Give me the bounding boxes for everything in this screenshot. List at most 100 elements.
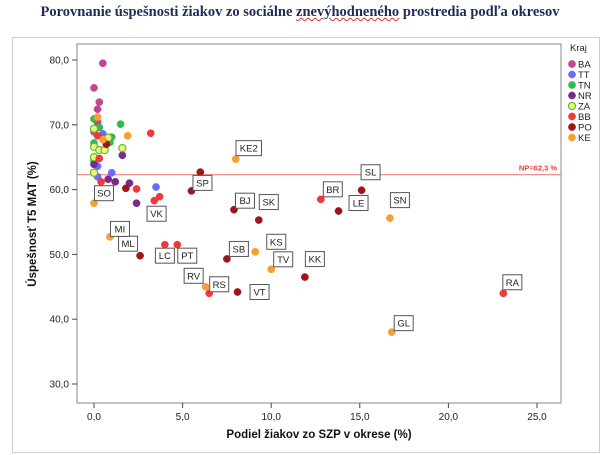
data-point-ba xyxy=(93,105,102,114)
data-point-nr xyxy=(104,175,113,184)
plot-area xyxy=(76,43,562,404)
title-part-spellcheck: znevýhodneného xyxy=(296,4,400,20)
point-label: TV xyxy=(277,255,290,266)
data-point-ke xyxy=(99,135,107,144)
data-point-ke xyxy=(201,282,210,291)
data-point-po xyxy=(254,216,263,224)
x-axis-title: Podiel žiakov zo SZP v okrese (%) xyxy=(226,429,411,441)
y-tick-label: 30,0 xyxy=(50,380,70,391)
point-label-box xyxy=(258,194,279,211)
legend-marker-ke xyxy=(568,133,576,142)
data-point-po xyxy=(136,251,144,260)
legend-marker-ba xyxy=(568,60,576,68)
point-label: KE2 xyxy=(240,144,258,155)
title-part: prostredia podľa okresov xyxy=(399,4,560,20)
point-label: SO xyxy=(97,189,111,200)
data-point-bb xyxy=(97,177,105,186)
reference-line-label: NP=62,3 % xyxy=(519,164,557,173)
point-label-box xyxy=(109,220,130,237)
data-point-bb xyxy=(155,192,164,201)
point-label-box xyxy=(177,247,198,264)
legend-label-ke: KE xyxy=(578,133,591,144)
data-point-ke xyxy=(267,265,276,274)
point-label: KS xyxy=(270,237,283,248)
data-point-bb xyxy=(132,185,141,193)
data-point-ke xyxy=(387,328,396,337)
data-point-ke xyxy=(251,247,260,256)
point-label: ML xyxy=(121,239,134,250)
legend-title: Kraj xyxy=(570,43,587,54)
data-point-tt xyxy=(107,168,116,177)
data-point-po xyxy=(223,255,231,263)
legend-label-tn: TN xyxy=(578,81,591,92)
data-point-za xyxy=(89,168,99,177)
point-label-box xyxy=(389,192,410,209)
legend-label-bb: BB xyxy=(578,112,591,123)
data-point-po xyxy=(122,184,130,193)
y-tick-label: 70,0 xyxy=(50,120,70,131)
data-point-za xyxy=(89,124,99,133)
data-point-ke xyxy=(386,214,394,222)
data-point-nr xyxy=(118,151,127,160)
data-point-bb xyxy=(499,289,508,298)
point-label: RA xyxy=(506,278,520,289)
point-label-box xyxy=(266,233,287,250)
data-point-tn xyxy=(116,120,125,129)
x-tick-label: 25,0 xyxy=(527,412,547,423)
data-point-po xyxy=(301,273,309,281)
point-label: LC xyxy=(159,251,171,262)
data-point-po xyxy=(196,168,205,176)
data-point-ba xyxy=(99,59,107,68)
data-point-ba xyxy=(90,84,98,92)
y-tick-label: 40,0 xyxy=(50,315,70,326)
data-point-za xyxy=(118,143,127,153)
data-point-po xyxy=(357,186,366,195)
legend-marker-tn xyxy=(568,81,576,89)
data-point-bb xyxy=(95,154,104,163)
data-point-nr xyxy=(90,160,98,169)
point-label: SL xyxy=(365,168,377,179)
legend-marker-po xyxy=(568,123,576,131)
point-label-box xyxy=(154,247,175,264)
legend-label-za: ZA xyxy=(578,102,591,113)
point-label: VT xyxy=(253,287,265,298)
data-point-bb xyxy=(316,195,325,204)
legend-marker-bb xyxy=(568,112,576,121)
data-point-nr xyxy=(111,177,120,186)
point-label: KK xyxy=(309,255,322,266)
legend-marker-za xyxy=(567,101,577,111)
point-label-box xyxy=(249,283,270,300)
point-label-box xyxy=(393,315,414,332)
point-label-box xyxy=(360,164,381,181)
x-tick-label: 5,0 xyxy=(176,412,190,423)
point-label-box xyxy=(348,194,369,211)
legend-label-tt: TT xyxy=(578,70,590,81)
point-label: BJ xyxy=(239,196,250,207)
point-label: SB xyxy=(233,244,246,255)
point-label: LE xyxy=(353,198,365,209)
title-part: Porovnanie úspešnosti žiakov zo sociálne xyxy=(40,4,297,20)
chart-title: Porovnanie úspešnosti žiakov zo sociálne… xyxy=(0,4,600,21)
legend-label-nr: NR xyxy=(578,91,592,102)
y-axis-title: Úspešnosť T5 MAT (%) xyxy=(26,161,39,287)
point-label-box xyxy=(94,185,114,202)
point-label: MI xyxy=(115,224,126,235)
point-label: VK xyxy=(150,209,163,220)
legend-label-po: PO xyxy=(578,123,592,134)
point-label-box xyxy=(322,181,343,198)
point-label-box xyxy=(183,267,204,284)
point-label: SN xyxy=(393,196,406,207)
point-label: RV xyxy=(187,271,201,282)
point-label-box xyxy=(146,205,167,222)
data-point-po xyxy=(334,207,343,215)
point-label-box xyxy=(502,274,523,291)
data-point-ba xyxy=(95,98,104,106)
x-tick-label: 0,0 xyxy=(87,412,101,423)
data-point-ke xyxy=(93,113,102,121)
point-label: BR xyxy=(326,185,339,196)
point-label: GL xyxy=(397,319,410,330)
point-label: RS xyxy=(213,280,226,291)
x-tick-label: 10,0 xyxy=(261,412,281,423)
data-point-bb xyxy=(146,129,155,138)
